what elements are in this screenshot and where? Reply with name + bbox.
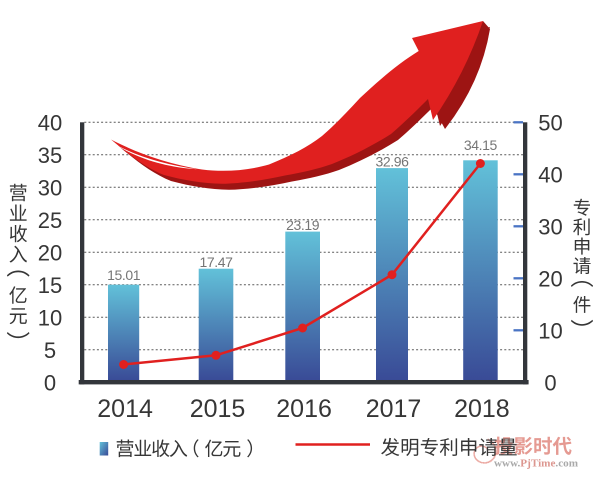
- svg-text:34.15: 34.15: [464, 137, 498, 153]
- svg-text:40: 40: [538, 162, 562, 187]
- svg-text:23.19: 23.19: [286, 217, 320, 233]
- svg-text:10: 10: [38, 305, 62, 330]
- svg-text:20: 20: [38, 240, 62, 265]
- svg-text:25: 25: [38, 208, 62, 233]
- svg-text:0: 0: [544, 370, 556, 395]
- svg-text:2017: 2017: [366, 395, 422, 423]
- svg-text:www.PjTime.com: www.PjTime.com: [494, 458, 578, 470]
- svg-text:20: 20: [538, 266, 562, 291]
- svg-text:17.47: 17.47: [199, 254, 233, 270]
- svg-text:0: 0: [44, 370, 56, 395]
- svg-text:32.96: 32.96: [375, 153, 409, 169]
- svg-text:30: 30: [538, 214, 562, 239]
- svg-text:2014: 2014: [97, 395, 153, 423]
- svg-text:2015: 2015: [190, 395, 246, 423]
- svg-text:35: 35: [38, 143, 62, 168]
- svg-text:2016: 2016: [276, 395, 332, 423]
- svg-text:50: 50: [538, 110, 562, 135]
- svg-text:15.01: 15.01: [107, 267, 141, 283]
- svg-text:30: 30: [38, 175, 62, 200]
- svg-text:15: 15: [38, 273, 62, 298]
- svg-text:2018: 2018: [454, 395, 510, 423]
- svg-text:40: 40: [38, 110, 62, 135]
- svg-text:5: 5: [44, 338, 56, 363]
- svg-text:10: 10: [538, 318, 562, 343]
